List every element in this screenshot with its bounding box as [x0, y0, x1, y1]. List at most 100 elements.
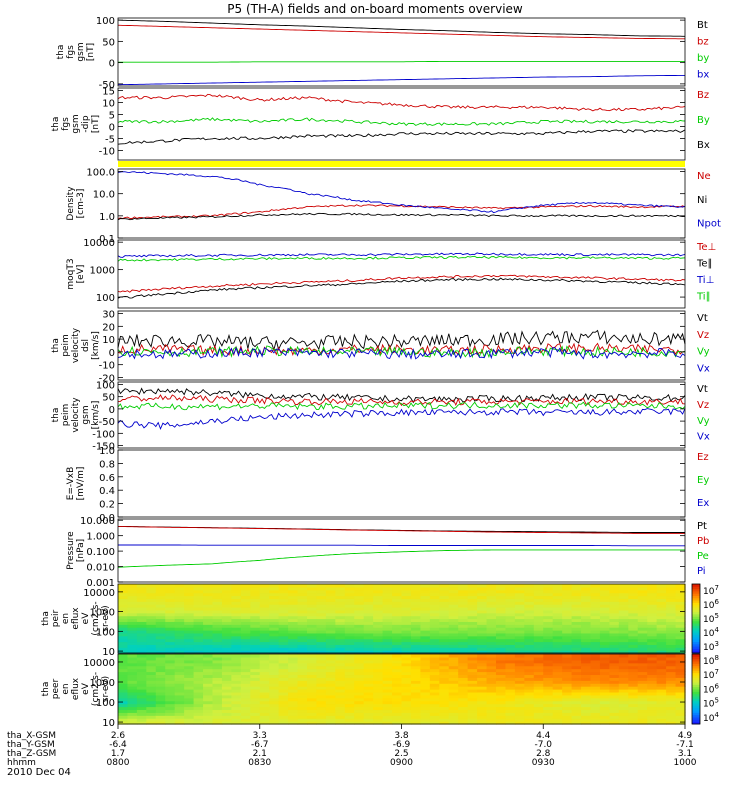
heatmap-cell	[165, 697, 176, 702]
heatmap-cell	[420, 618, 431, 622]
heatmap-cell	[467, 650, 478, 654]
colorbar-segment	[692, 714, 700, 718]
heatmap-cell	[392, 680, 403, 684]
heatmap-cell	[448, 635, 459, 640]
heatmap-cell	[146, 604, 157, 608]
heatmap-cell	[240, 589, 251, 594]
heatmap-cell	[259, 694, 270, 699]
heatmap-cell	[647, 644, 658, 648]
heatmap-cell	[146, 668, 157, 673]
heatmap-cell	[609, 671, 620, 676]
panel-frame	[117, 518, 686, 583]
heatmap-cell	[543, 686, 554, 690]
heatmap-cell	[288, 586, 299, 591]
heatmap-cell	[325, 598, 336, 602]
heatmap-cell	[184, 586, 195, 591]
heatmap-cell	[420, 683, 431, 687]
heatmap-cell	[581, 689, 592, 693]
heatmap-cell	[505, 715, 516, 719]
heatmap-cell	[514, 674, 525, 678]
heatmap-cell	[590, 697, 601, 702]
heatmap-cell	[118, 607, 129, 611]
heatmap-cell	[155, 677, 166, 681]
heatmap-cell	[363, 618, 374, 622]
heatmap-cell	[155, 638, 166, 643]
heatmap-cell	[543, 691, 554, 696]
heatmap-cell	[269, 712, 280, 716]
heatmap-cell	[666, 615, 677, 620]
heatmap-cell	[562, 656, 573, 661]
heatmap-cell	[250, 635, 261, 640]
heatmap-cell	[448, 709, 459, 713]
heatmap-cell	[221, 680, 232, 684]
heatmap-cell	[221, 709, 232, 713]
heatmap-cell	[344, 615, 355, 620]
heatmap-cell	[477, 671, 488, 676]
heatmap-cell	[392, 700, 403, 705]
heatmap-cell	[439, 627, 450, 631]
heatmap-cell	[335, 624, 346, 628]
heatmap-cell	[288, 656, 299, 661]
heatmap-cell	[354, 604, 365, 608]
heatmap-cell	[250, 632, 261, 637]
heatmap-cell	[165, 694, 176, 699]
heatmap-cell	[477, 654, 488, 658]
heatmap-cell	[297, 609, 308, 614]
panel-9: 10810710610510410000100010010thapeerenef…	[41, 653, 719, 729]
heatmap-cell	[543, 632, 554, 637]
y-axis-label: thapeimvelocitygsm[km/s]	[51, 397, 101, 433]
heatmap-cell	[514, 677, 525, 681]
colorbar-segment	[692, 710, 700, 713]
heatmap-cell	[533, 700, 544, 705]
heatmap-cell	[382, 584, 393, 588]
heatmap-cell	[609, 595, 620, 599]
heatmap-cell	[118, 589, 129, 594]
heatmap-cell	[373, 668, 384, 673]
heatmap-cell	[288, 712, 299, 716]
heatmap-cell	[392, 632, 403, 637]
heatmap-cell	[382, 627, 393, 631]
heatmap-cell	[118, 680, 129, 684]
heatmap-cell	[533, 715, 544, 719]
heatmap-cell	[335, 712, 346, 716]
heatmap-cell	[278, 607, 289, 611]
heatmap-cell	[221, 644, 232, 648]
heatmap-cell	[590, 624, 601, 628]
heatmap-cell	[382, 592, 393, 597]
heatmap-cell	[325, 691, 336, 696]
heatmap-cell	[354, 607, 365, 611]
heatmap-cell	[552, 662, 563, 667]
heatmap-cell	[269, 680, 280, 684]
heatmap-cell	[618, 609, 629, 614]
heatmap-cell	[373, 718, 384, 722]
y-tick-label: 20	[102, 322, 115, 333]
heatmap-cell	[401, 677, 412, 681]
heatmap-cell	[552, 674, 563, 678]
heatmap-cell	[675, 715, 686, 719]
heatmap-cell	[618, 703, 629, 708]
heatmap-cell	[155, 697, 166, 702]
heatmap-cell	[278, 654, 289, 658]
heatmap-cell	[599, 592, 610, 597]
heatmap-cell	[382, 662, 393, 667]
heatmap-cell	[628, 615, 639, 620]
heatmap-cell	[174, 650, 185, 654]
heatmap-cell	[543, 607, 554, 611]
heatmap-cell	[203, 718, 214, 722]
heatmap-cell	[609, 615, 620, 620]
y-tick-label: -5	[105, 134, 115, 145]
heatmap-cell	[552, 718, 563, 722]
colorbar-segment	[692, 639, 700, 642]
heatmap-cell	[439, 595, 450, 599]
x-row-label: tha_X-GSM	[7, 731, 56, 741]
heatmap-cell	[429, 680, 440, 684]
heatmap-cell	[288, 601, 299, 605]
heatmap-cell	[628, 656, 639, 661]
heatmap-cell	[618, 680, 629, 684]
heatmap-cell	[496, 665, 507, 670]
heatmap-cell	[335, 589, 346, 594]
heatmap-cell	[373, 650, 384, 654]
heatmap-cell	[146, 607, 157, 611]
heatmap-cell	[392, 592, 403, 597]
heatmap-cell	[429, 644, 440, 648]
